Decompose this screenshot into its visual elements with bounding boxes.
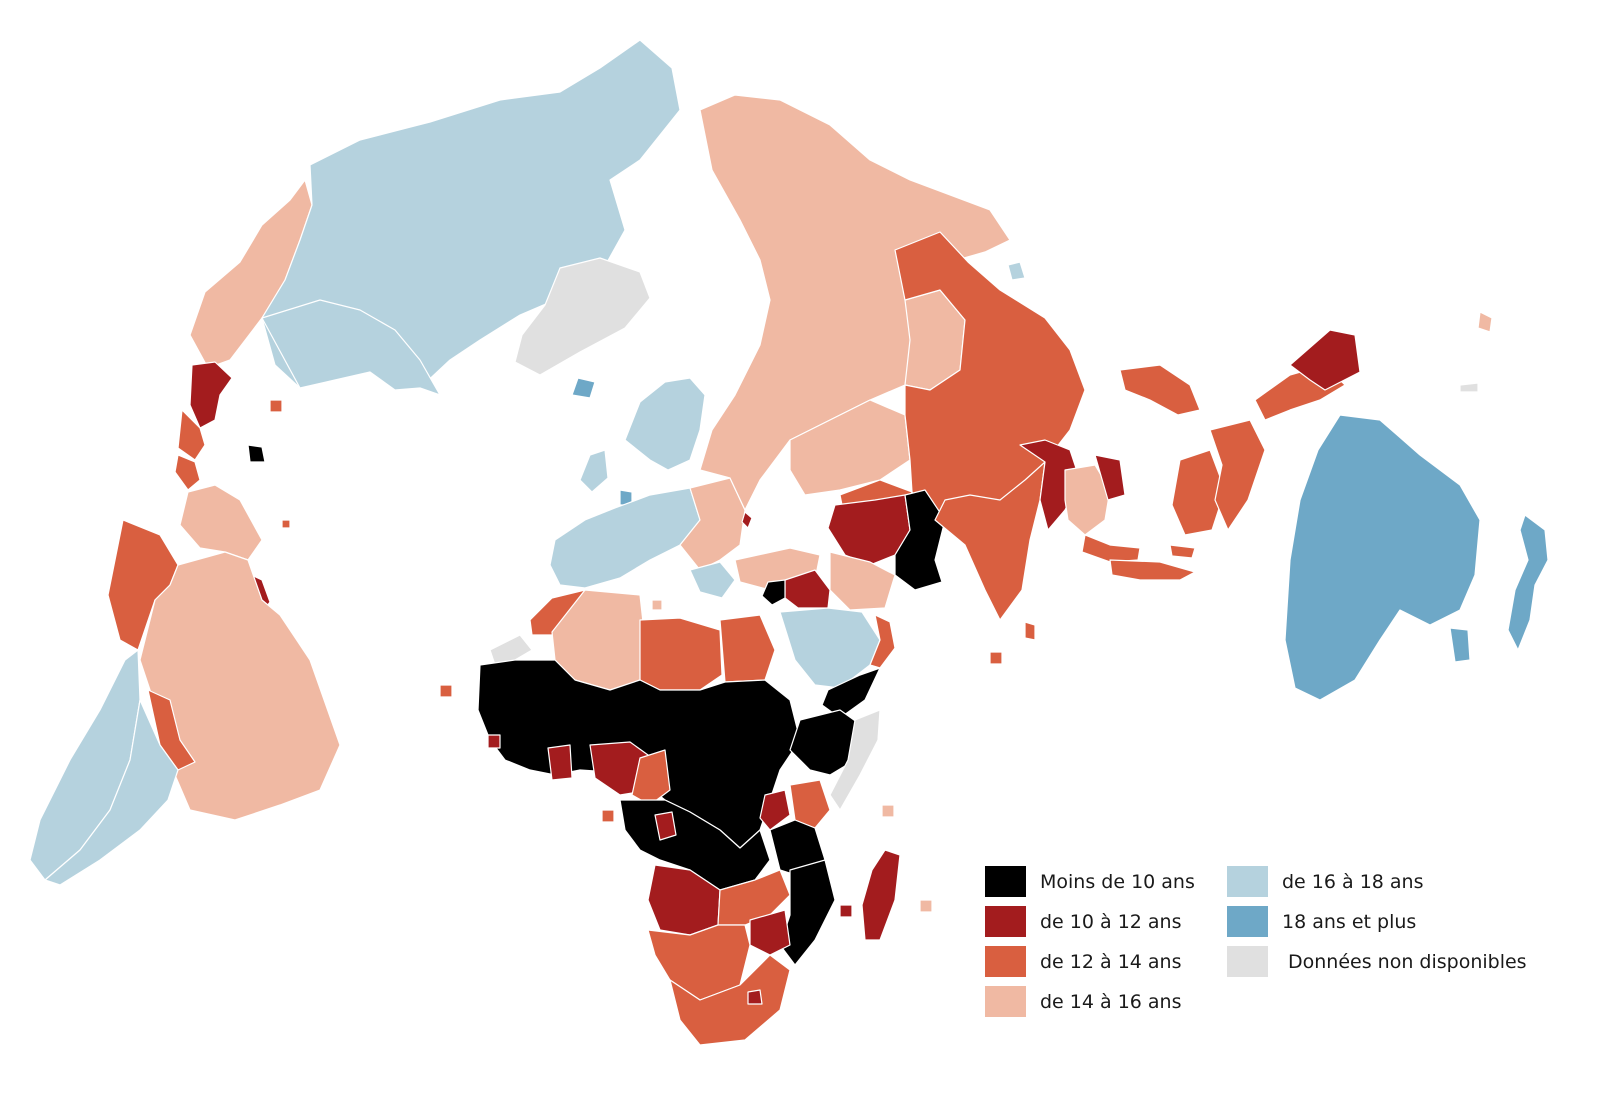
region-tasmania bbox=[1449, 627, 1471, 663]
legend-swatch bbox=[985, 986, 1026, 1017]
island-seychelles bbox=[881, 804, 895, 818]
legend-label: de 14 à 16 ans bbox=[1040, 990, 1182, 1013]
region-gabon bbox=[654, 811, 677, 841]
legend-label: 18 ans et plus bbox=[1282, 910, 1417, 933]
legend-item-16-18: de 16 à 18 ans bbox=[1227, 866, 1424, 897]
legend-swatch bbox=[1227, 946, 1268, 977]
region-ghana-togo bbox=[547, 744, 573, 781]
legend-label: Données non disponibles bbox=[1288, 950, 1527, 973]
region-timor bbox=[1169, 544, 1196, 559]
legend-swatch bbox=[1227, 906, 1268, 937]
region-sulawesi-moluccas bbox=[1209, 419, 1266, 531]
legend-item-18-plus: 18 ans et plus bbox=[1227, 906, 1416, 937]
island-antilles bbox=[281, 519, 291, 529]
region-uganda-rwanda bbox=[759, 789, 791, 831]
legend-swatch bbox=[985, 906, 1026, 937]
region-balkans bbox=[689, 561, 736, 599]
region-cameroon bbox=[631, 749, 671, 806]
region-greenland bbox=[514, 257, 651, 376]
island-bermuda bbox=[269, 399, 283, 413]
legend: Moins de 10 ans de 10 à 12 ans de 12 à 1… bbox=[985, 866, 1545, 1036]
legend-item-no-data: Données non disponibles bbox=[1227, 946, 1527, 977]
region-scandinavia bbox=[624, 377, 706, 471]
region-malay-peninsula bbox=[1081, 534, 1141, 563]
legend-swatch bbox=[985, 866, 1026, 897]
region-australia bbox=[1284, 414, 1481, 701]
island-malta bbox=[651, 599, 663, 611]
island-cape-verde bbox=[439, 684, 453, 698]
region-moldova bbox=[741, 511, 753, 529]
region-lesotho bbox=[747, 989, 763, 1005]
legend-item-14-16: de 14 à 16 ans bbox=[985, 986, 1182, 1017]
region-mexico bbox=[189, 361, 233, 429]
region-laos bbox=[1094, 454, 1126, 501]
region-egypt bbox=[719, 614, 776, 683]
region-indonesia-java bbox=[1109, 559, 1196, 581]
legend-label: Moins de 10 ans bbox=[1040, 870, 1195, 893]
region-colombia-venezuela bbox=[179, 484, 263, 561]
island-reunion bbox=[919, 899, 933, 913]
region-borneo bbox=[1171, 449, 1226, 536]
region-uk bbox=[579, 449, 609, 493]
region-central-america-south bbox=[174, 454, 201, 491]
region-malawi-mozambique bbox=[779, 859, 836, 966]
legend-swatch bbox=[985, 946, 1026, 977]
legend-label: de 10 à 12 ans bbox=[1040, 910, 1182, 933]
region-madagascar bbox=[861, 849, 901, 941]
legend-item-10-12: de 10 à 12 ans bbox=[985, 906, 1182, 937]
region-central-america bbox=[177, 409, 206, 461]
region-kenya bbox=[789, 779, 831, 829]
region-senegal bbox=[487, 734, 501, 749]
region-new-zealand bbox=[1507, 514, 1549, 651]
region-philippines bbox=[1119, 364, 1201, 416]
region-gulf-states bbox=[829, 551, 896, 611]
region-south-africa bbox=[669, 954, 791, 1046]
region-tunisia-libya bbox=[639, 617, 723, 691]
legend-label: de 12 à 14 ans bbox=[1040, 950, 1182, 973]
region-argentina bbox=[44, 699, 179, 886]
region-thailand-indochina bbox=[1064, 464, 1111, 536]
region-maldives bbox=[989, 651, 1003, 665]
island-sao-tome bbox=[601, 809, 615, 823]
region-pacific-island bbox=[1477, 311, 1493, 333]
region-papua-east bbox=[1289, 329, 1361, 391]
legend-item-under-10: Moins de 10 ans bbox=[985, 866, 1195, 897]
region-sri-lanka bbox=[1024, 621, 1036, 641]
region-myanmar-bangladesh bbox=[1019, 439, 1081, 531]
region-yemen-area bbox=[761, 579, 786, 606]
region-caribbean bbox=[247, 444, 266, 463]
legend-item-12-14: de 12 à 14 ans bbox=[985, 946, 1182, 977]
region-pacific-island-2 bbox=[1459, 382, 1479, 393]
legend-label: de 16 à 18 ans bbox=[1282, 870, 1424, 893]
region-iceland bbox=[571, 377, 596, 399]
legend-swatch bbox=[1227, 866, 1268, 897]
region-usa-east bbox=[261, 299, 441, 396]
region-somalia bbox=[829, 709, 881, 811]
region-kazakhstan bbox=[789, 399, 911, 496]
region-zimbabwe bbox=[749, 909, 791, 956]
region-namibia-botswana bbox=[647, 924, 751, 1001]
island-comoros bbox=[839, 904, 853, 918]
region-yemen bbox=[821, 667, 881, 719]
region-japan-korea bbox=[1007, 261, 1026, 281]
region-pakistan bbox=[894, 489, 946, 591]
region-brazil bbox=[139, 551, 341, 821]
